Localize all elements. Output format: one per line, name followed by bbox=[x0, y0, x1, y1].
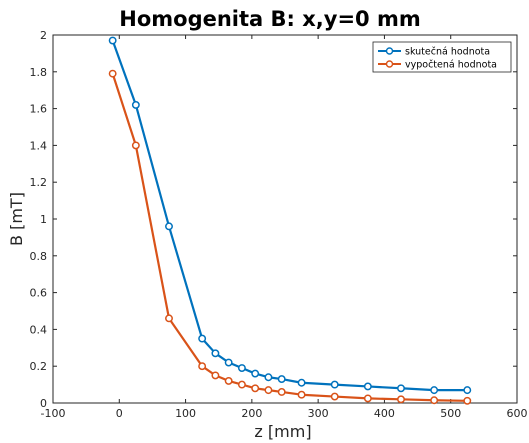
data-point bbox=[397, 384, 405, 393]
y-tick-label: 1.6 bbox=[30, 103, 48, 116]
series-line bbox=[111, 40, 468, 392]
legend-marker bbox=[385, 60, 394, 68]
y-tick-label: 0.2 bbox=[30, 360, 48, 373]
y-tick-label: 1.4 bbox=[30, 139, 48, 152]
data-point bbox=[264, 373, 273, 382]
y-tick-label: 2 bbox=[40, 29, 47, 42]
legend-item: vypočtená hodnota bbox=[378, 60, 497, 71]
legend-marker bbox=[385, 47, 394, 55]
data-point bbox=[165, 314, 173, 323]
data-point bbox=[277, 375, 286, 384]
data-point bbox=[297, 378, 306, 387]
y-tick-label: 0.4 bbox=[30, 323, 48, 336]
data-point bbox=[211, 371, 220, 380]
x-tick-label: 200 bbox=[241, 407, 262, 420]
data-point bbox=[251, 369, 260, 378]
data-point bbox=[397, 395, 405, 404]
data-point bbox=[363, 382, 372, 391]
x-tick-label: -100 bbox=[41, 407, 66, 420]
y-tick-label: 0.6 bbox=[30, 287, 48, 300]
data-point bbox=[198, 362, 207, 371]
x-tick-label: 500 bbox=[440, 407, 461, 420]
data-point bbox=[108, 69, 117, 78]
data-point bbox=[198, 334, 207, 343]
x-tick-label: 600 bbox=[507, 407, 528, 420]
plot-background bbox=[53, 35, 517, 403]
legend-label: skutečná hodnota bbox=[405, 47, 490, 58]
legend-item: skutečná hodnota bbox=[378, 47, 490, 58]
y-axis-label: B [mT] bbox=[7, 192, 26, 246]
legend-box bbox=[372, 41, 512, 73]
data-point bbox=[430, 396, 439, 405]
data-point bbox=[224, 358, 233, 367]
series-1 bbox=[108, 36, 472, 395]
data-point bbox=[330, 380, 339, 389]
data-point bbox=[297, 390, 306, 399]
data-point bbox=[108, 36, 117, 45]
y-tick-label: 0 bbox=[40, 397, 47, 410]
data-point bbox=[224, 376, 233, 385]
data-point bbox=[430, 386, 439, 395]
series-group bbox=[108, 36, 472, 405]
series-2 bbox=[108, 69, 472, 405]
data-point bbox=[363, 394, 372, 403]
data-point bbox=[330, 392, 339, 401]
y-tick-label: 1.2 bbox=[30, 176, 48, 189]
legend-label: vypočtená hodnota bbox=[405, 60, 497, 71]
data-point bbox=[463, 396, 472, 405]
y-axis-ticks: 0 0.2 0.4 0.6 0.8 1 1.2 1.4 1.6 1.8 2 bbox=[30, 29, 517, 410]
y-tick-label: 1 bbox=[40, 213, 47, 226]
data-point bbox=[251, 384, 260, 393]
data-point bbox=[264, 386, 273, 395]
x-axis-ticks: -100 0 100 200 300 400 500 600 bbox=[41, 35, 528, 420]
data-point bbox=[277, 388, 286, 396]
data-point bbox=[237, 380, 246, 389]
data-point bbox=[131, 100, 140, 109]
chart-title: Homogenita B: x,y=0 mm bbox=[119, 7, 420, 31]
y-tick-label: 1.8 bbox=[30, 66, 48, 79]
data-point bbox=[131, 141, 140, 150]
x-tick-label: 100 bbox=[175, 407, 196, 420]
plot-frame bbox=[52, 34, 518, 404]
x-tick-label: 0 bbox=[116, 407, 123, 420]
x-axis-label: z [mm] bbox=[254, 422, 311, 441]
data-point bbox=[165, 222, 173, 231]
data-point bbox=[463, 386, 472, 395]
x-tick-label: 300 bbox=[308, 407, 329, 420]
legend: skutečná hodnota vypočtená hodnota bbox=[372, 41, 512, 73]
x-tick-label: 400 bbox=[374, 407, 395, 420]
data-point bbox=[237, 364, 246, 372]
y-tick-label: 0.8 bbox=[30, 250, 48, 263]
series-line bbox=[111, 73, 468, 402]
data-point bbox=[211, 349, 220, 358]
